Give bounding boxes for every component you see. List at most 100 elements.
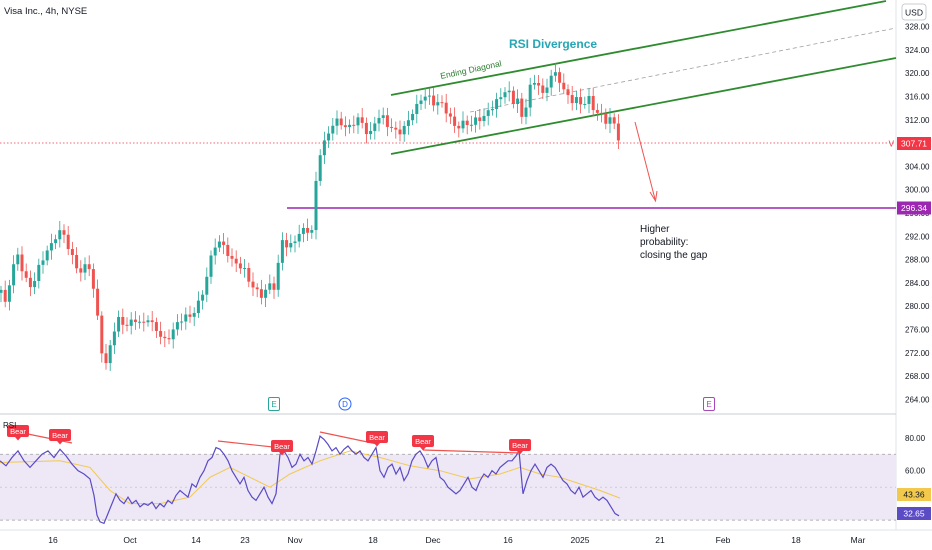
channel-upper-line[interactable] <box>390 0 887 96</box>
rsi-axis[interactable]: 80.00 60.00 <box>905 434 926 476</box>
bear-label-text: Bear <box>512 441 528 450</box>
candle-body <box>100 315 104 354</box>
candle-body <box>587 96 591 104</box>
candle-body <box>234 258 238 264</box>
bear-label-box <box>7 425 29 437</box>
candle-body <box>461 120 465 129</box>
candle-body <box>45 250 49 261</box>
candle-body <box>272 283 276 290</box>
rsi-divergence-line-4 <box>422 449 521 454</box>
gap-price-tag <box>897 201 931 215</box>
candle-body <box>528 84 532 108</box>
target-note-line-2[interactable]: probability: <box>640 237 688 248</box>
time-tick-label: 18 <box>791 535 801 545</box>
candle-body <box>377 117 381 124</box>
candle-body <box>3 289 7 302</box>
candle-body <box>222 241 226 245</box>
candle-body <box>112 331 116 346</box>
time-tick-label: Nov <box>287 535 303 545</box>
candle-body <box>608 117 612 124</box>
candle-body <box>192 313 196 317</box>
channel-lower-line[interactable] <box>390 57 897 155</box>
candle-body <box>343 125 347 128</box>
event-marker-label: D <box>342 400 348 409</box>
rsi-title[interactable]: RSI <box>3 421 16 430</box>
candle-body <box>108 345 112 364</box>
candle-body <box>251 281 255 288</box>
candle-body <box>0 289 3 293</box>
candle-body <box>541 85 545 93</box>
candle-body <box>419 100 423 104</box>
candle-body <box>75 254 79 269</box>
time-tick-label: 16 <box>48 535 58 545</box>
dividend-marker[interactable] <box>338 397 352 411</box>
candle-body <box>121 316 125 325</box>
candle-body <box>478 117 482 122</box>
candle-body <box>579 97 583 105</box>
candle-body <box>188 314 192 317</box>
candle-body <box>58 230 62 240</box>
candle-body <box>373 123 377 131</box>
bear-label-pointer <box>517 451 523 455</box>
price-tick-label: 300.00 <box>905 186 930 195</box>
price-tick-label: 272.00 <box>905 349 930 358</box>
bear-label-box <box>366 431 388 443</box>
candle-body <box>406 120 410 126</box>
candle-body <box>524 107 528 117</box>
candle-body <box>360 117 364 123</box>
channel-mid-line[interactable] <box>469 27 897 113</box>
candle-body <box>591 96 595 111</box>
candle-body <box>310 230 314 233</box>
event-marker-label: E <box>706 400 711 409</box>
candle-body <box>469 124 473 126</box>
earnings-marker[interactable] <box>268 397 280 411</box>
candle-body <box>423 96 427 101</box>
candle-body <box>196 300 200 314</box>
candle-body <box>398 129 402 135</box>
bear-label-box <box>49 429 71 441</box>
candle-body <box>520 98 524 117</box>
candle-body <box>62 230 66 235</box>
currency-label: USD <box>905 8 923 18</box>
time-tick-label: 2025 <box>571 535 590 545</box>
candle-body <box>96 288 100 316</box>
candle-body <box>352 124 356 126</box>
time-tick-label: 18 <box>368 535 378 545</box>
last-price-symbol: V <box>889 140 895 149</box>
target-arrow-shaft[interactable] <box>634 121 656 200</box>
candle-body <box>537 83 541 86</box>
bear-label-text: Bear <box>52 431 68 440</box>
candle-body <box>159 330 163 337</box>
candle-body <box>125 324 129 326</box>
time-axis[interactable]: 16 Oct 14 23 Nov 18 Dec 16 2025 21 Feb 18 Mar <box>48 535 865 545</box>
candle-body <box>436 102 440 106</box>
candle-body <box>205 276 209 295</box>
candle-body <box>297 233 301 242</box>
currency-box[interactable] <box>901 3 927 21</box>
price-tick-label: 284.00 <box>905 279 930 288</box>
candle-body <box>503 92 507 98</box>
candle-body <box>117 316 121 332</box>
candle-body <box>545 87 549 93</box>
target-note-line-3[interactable]: closing the gap <box>640 250 708 261</box>
candle-body <box>327 133 331 141</box>
candle-body <box>33 280 37 288</box>
candle-body <box>583 103 587 105</box>
target-note-line-1[interactable]: Higher <box>640 224 670 235</box>
candle-body <box>549 75 553 88</box>
candle-body <box>264 289 268 298</box>
earnings-marker[interactable] <box>703 397 715 411</box>
candle-body <box>163 336 167 339</box>
candle-body <box>16 254 20 265</box>
candle-body <box>604 113 608 124</box>
candle-body <box>444 102 448 114</box>
price-tick-label: 312.00 <box>905 116 930 125</box>
candle-body <box>499 97 503 100</box>
candle-body <box>146 320 150 323</box>
divergence-title[interactable]: RSI Divergence <box>509 37 597 51</box>
candle-body <box>448 113 452 117</box>
rsi-ma-tag <box>897 488 931 501</box>
